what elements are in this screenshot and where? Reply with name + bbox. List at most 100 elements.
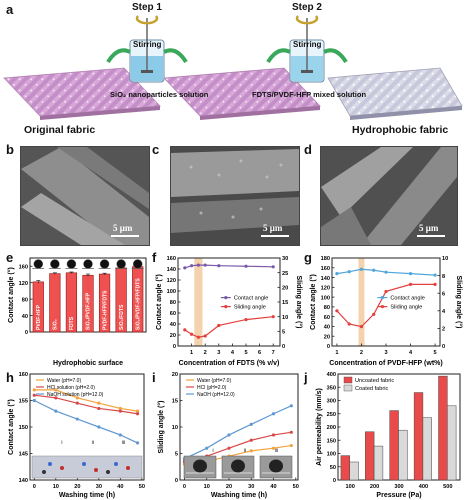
arrow-out-2-icon [323, 48, 348, 64]
h-series-point [75, 401, 79, 405]
g-series-point [372, 312, 376, 316]
stirring-arrow-1-icon [135, 15, 159, 25]
f-xtick-label: 2 [204, 350, 207, 356]
f-ytick2-label: 10 [282, 315, 288, 321]
g-series-point [359, 325, 364, 329]
g-ytick-label: 120 [321, 286, 330, 292]
chart-i: 0 5 10 15 20 Sliding angle (°) Washing time (h… [157, 372, 299, 499]
f-ytick2-label: 30 [282, 256, 288, 262]
j-ytick-label: 150 [327, 438, 336, 444]
chart-h: 140 145 150 155 160 Contact angle (°) Washing … [7, 372, 145, 499]
step-2-label: Step 2 [291, 2, 322, 13]
e-ytick-label: 80 [22, 297, 28, 303]
f-series-point [190, 332, 194, 336]
arrow-in-2-icon [266, 48, 291, 64]
panel-letter-g: g [304, 250, 312, 265]
j-bar [389, 410, 399, 481]
h-inset-droplet [106, 470, 110, 474]
g-legend-label: Contact angle [390, 296, 425, 302]
hydrophobic-fabric [327, 67, 463, 120]
f-ytick-label: 20 [170, 333, 176, 339]
g-series-point [433, 273, 437, 277]
g-xtick-label: 4 [409, 350, 413, 356]
j-bar [438, 375, 448, 481]
h-inset-droplet [114, 462, 118, 466]
h-series-point [32, 388, 36, 392]
j-ytick-label: 50 [330, 465, 336, 471]
h-series-point [54, 396, 58, 400]
scale-label-b: 5 μm [113, 223, 133, 233]
f-ytick2-label: 20 [282, 286, 288, 292]
f-highlight-band [194, 258, 203, 346]
chart-j: 0 50 100 150 200 250 300 350 400 Air permeability… [316, 372, 461, 499]
h-inset-fabric-photo [31, 455, 143, 479]
e-category-label: SiO₂ [53, 319, 59, 330]
g-ytick-label: 160 [321, 266, 330, 272]
original-fabric-label: Original fabric [24, 124, 96, 136]
f-legend-marker [224, 305, 228, 309]
g-ytick2-label: 4 [442, 309, 446, 315]
e-droplet-icon [83, 259, 93, 269]
f-ytick-label: 160 [167, 256, 176, 262]
g-ytick2-label: 6 [442, 291, 445, 297]
h-series-point [118, 406, 122, 411]
i-xtick-label: 40 [270, 484, 276, 490]
g-series-point [433, 282, 437, 286]
g-ytick2-label: 10 [442, 256, 448, 262]
g-ytick-label: 20 [324, 334, 330, 340]
g-legend-marker [380, 305, 384, 309]
h-series-point [118, 409, 122, 413]
hydrophobic-fabric-label: Hydrophobic fabric [352, 124, 449, 136]
i-series-point [271, 446, 276, 450]
g-ytick-label: 140 [321, 276, 330, 282]
j-category-label: 500 [443, 484, 452, 490]
intermediate-fabric [163, 67, 321, 120]
i-series-point [227, 446, 231, 450]
g-series-point [408, 272, 413, 276]
g-ytick2-label: 2 [442, 327, 445, 333]
i-legend-label: HCl (pH=2.0) [197, 385, 227, 391]
f-series-point [271, 265, 275, 269]
j-ytick-label: 200 [327, 425, 336, 431]
i-ytick-label: 10 [172, 425, 178, 431]
f-series-point [271, 315, 275, 319]
h-inset-droplet [82, 462, 86, 466]
j-ytick-label: 0 [333, 478, 336, 484]
h-series-point [118, 433, 122, 437]
h-ytick-label: 160 [19, 372, 28, 378]
j-ytick-label: 100 [327, 452, 336, 458]
i-xtick-label: 50 [293, 484, 299, 490]
f-ytick2-label: 25 [282, 271, 288, 277]
solution-1-label: SiO₂ nanoparticles solution [110, 90, 209, 99]
f-plot-frame [177, 257, 281, 347]
h-series-line [34, 394, 138, 415]
h-ytick-label: 150 [19, 425, 28, 431]
f-ytick2-label: 5 [282, 330, 285, 336]
i-ytick-label: 5 [175, 452, 178, 458]
h-series-point [97, 401, 101, 405]
i-ytick-label: 15 [172, 399, 178, 405]
i-series-point [289, 430, 293, 434]
g-series-point [384, 289, 388, 294]
g-ytick2-label: 8 [442, 274, 445, 280]
e-ytick-label: 120 [19, 281, 28, 287]
stirring-arrow-2-icon [295, 15, 319, 25]
j-category-label: 200 [370, 484, 379, 490]
solution-2-label: FDTS/PVDF-HFP mixed solution [252, 90, 367, 99]
scale-label-d: 5 μm [419, 223, 439, 233]
h-series-point [135, 412, 140, 416]
f-ytick2-label: 15 [282, 300, 288, 306]
h-inset-droplet [42, 470, 46, 474]
i-legend-label: Water (pH=7.0) [197, 378, 231, 384]
f-x-axis-label: Concentration of FDTS (% v/v) [179, 360, 280, 367]
i-annotation-label: i [212, 448, 213, 454]
j-category-label: 100 [346, 484, 355, 490]
j-bar [365, 431, 375, 481]
h-series-point [135, 409, 140, 413]
h-xtick-label: 10 [53, 484, 59, 490]
j-bar [373, 445, 384, 481]
i-y-axis-label: Sliding angle (°) [157, 401, 165, 454]
i-series-point [289, 443, 293, 448]
sem-image-d: 5 μm [320, 146, 458, 246]
j-bar [398, 429, 408, 481]
